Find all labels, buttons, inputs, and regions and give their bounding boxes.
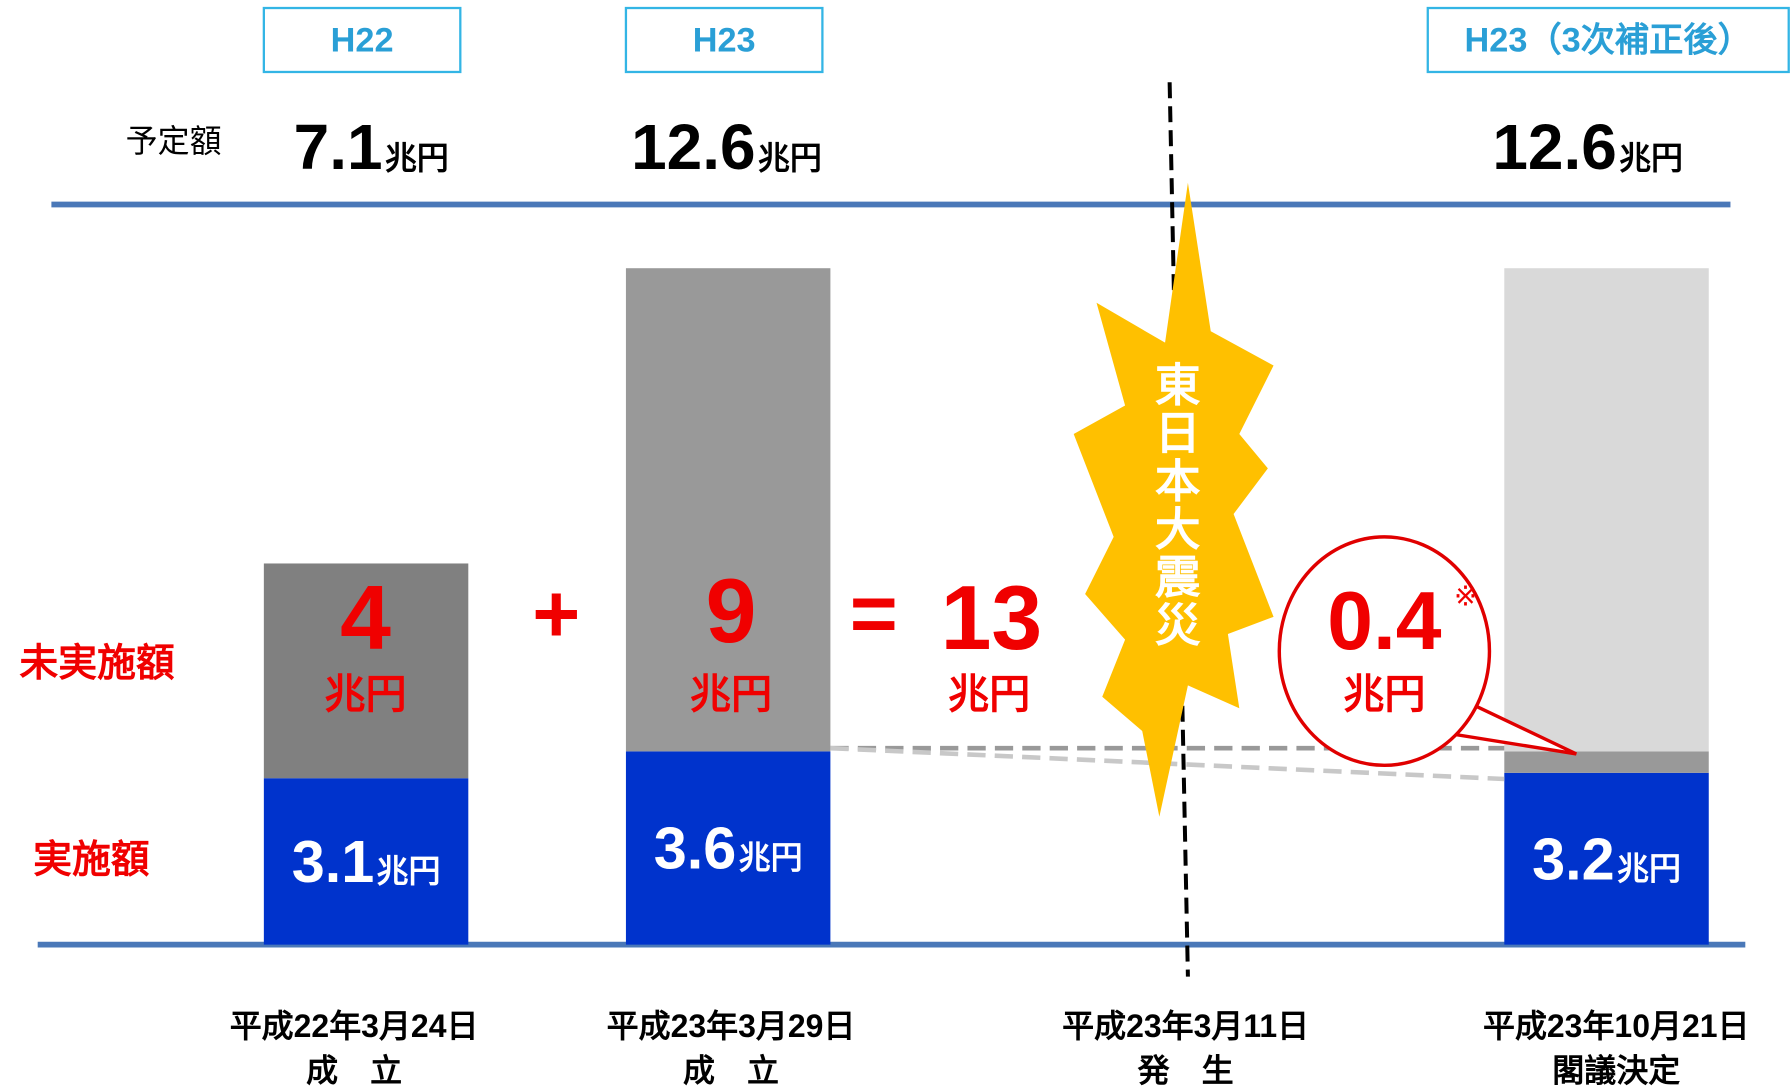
value-unit: 兆円 bbox=[948, 671, 1030, 717]
value-unit: 兆円 bbox=[385, 140, 449, 176]
planned-value: 12.6兆円 bbox=[631, 111, 822, 183]
quake-burst bbox=[1073, 182, 1274, 817]
bar-segment bbox=[263, 778, 469, 945]
series-label: 未実施額 bbox=[19, 642, 174, 685]
operator: = bbox=[850, 569, 898, 660]
event-note: 発 生 bbox=[1137, 1053, 1234, 1088]
header-box bbox=[624, 6, 824, 74]
value-number: 3.6 bbox=[654, 815, 737, 882]
planned-value: 7.1兆円 bbox=[294, 111, 449, 183]
planned-value: 12.6兆円 bbox=[1492, 111, 1683, 183]
total-value: 13 bbox=[941, 567, 1043, 669]
value-number: 12.6 bbox=[1492, 111, 1616, 183]
value-label: 0.4 bbox=[1327, 576, 1442, 667]
date-label: 平成22年3月24日 bbox=[230, 1008, 479, 1044]
value-unit: 兆円 bbox=[739, 840, 803, 876]
event-label: 東日本大震災 bbox=[1149, 361, 1201, 649]
value-unit: 兆円 bbox=[377, 853, 441, 889]
value-unit: 兆円 bbox=[690, 671, 772, 717]
series-label: 実施額 bbox=[33, 839, 150, 882]
planned-label: 予定額 bbox=[126, 123, 222, 159]
bars bbox=[262, 6, 1790, 945]
header-label: H23 bbox=[693, 21, 756, 59]
header-box bbox=[262, 6, 462, 74]
bar-segment bbox=[1504, 751, 1709, 773]
date-note: 成 立 bbox=[306, 1053, 402, 1088]
header-box bbox=[1426, 6, 1790, 74]
value-label: 3.2兆円 bbox=[1532, 825, 1681, 892]
date-label: 平成23年10月21日 bbox=[1483, 1008, 1750, 1044]
bar-segment bbox=[1504, 268, 1709, 752]
header-label: H22 bbox=[331, 21, 394, 59]
value-number: 3.1 bbox=[292, 828, 375, 895]
event-date: 平成23年3月11日 bbox=[1062, 1008, 1309, 1044]
value-unit: 兆円 bbox=[1343, 671, 1425, 717]
bubble bbox=[1277, 535, 1492, 768]
value-number: 7.1 bbox=[294, 111, 383, 183]
value-unit: 兆円 bbox=[758, 140, 822, 176]
date-label: 平成23年3月29日 bbox=[607, 1008, 856, 1044]
value-unit: 兆円 bbox=[324, 671, 406, 717]
bar-segment bbox=[625, 751, 831, 945]
value-label: 3.1兆円 bbox=[292, 828, 441, 895]
header-label: H23（3次補正後） bbox=[1465, 20, 1752, 59]
value-number: 12.6 bbox=[631, 111, 755, 183]
bar-segment bbox=[625, 268, 831, 752]
date-note: 成 立 bbox=[683, 1053, 779, 1088]
value-label: 3.6兆円 bbox=[654, 815, 803, 882]
value-label: 4 bbox=[340, 567, 391, 669]
value-unit: 兆円 bbox=[1619, 140, 1683, 176]
operator: + bbox=[532, 569, 580, 660]
footnote-mark: ※ bbox=[1454, 580, 1477, 611]
value-unit: 兆円 bbox=[1617, 850, 1681, 886]
date-note: 閣議決定 bbox=[1552, 1053, 1680, 1088]
bar-segment bbox=[1504, 772, 1709, 945]
value-number: 3.2 bbox=[1532, 825, 1615, 892]
bar-segment bbox=[263, 563, 469, 779]
value-label: 9 bbox=[706, 560, 757, 662]
